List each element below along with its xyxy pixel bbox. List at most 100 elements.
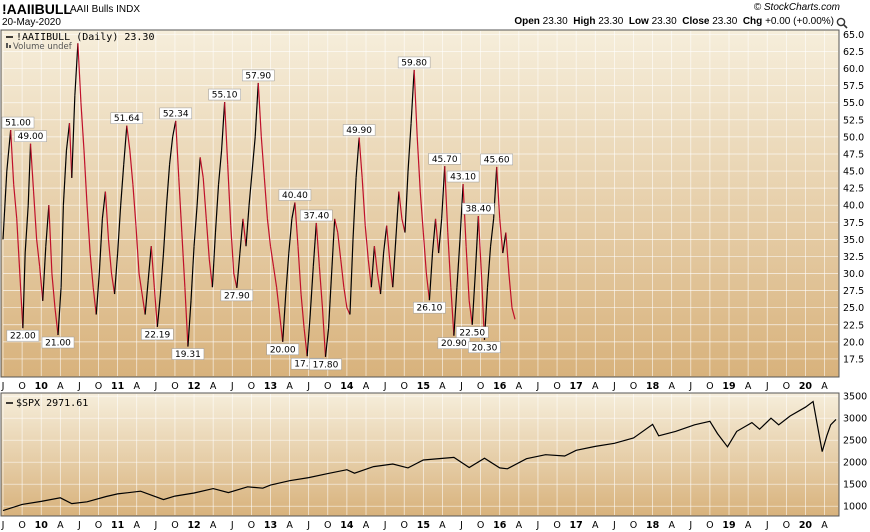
spx-x-tick-label: 11 xyxy=(111,520,124,531)
aaii-line-segment xyxy=(303,328,308,357)
aaii-line-segment xyxy=(16,218,21,274)
spx-x-ticks: J O 10 A J O 11 A J O 12 A J O 13 A J O 14 A J O 15 A J O 16 A J O 17 A… xyxy=(1,520,829,531)
peak-label-box xyxy=(300,209,333,222)
aaii-x-tick-label: A xyxy=(57,381,64,392)
aaii-line-segment xyxy=(474,216,479,274)
aaii-x-tick-label: J xyxy=(77,381,81,392)
peak-label: 52.34 xyxy=(163,109,189,119)
aaii-line-segment xyxy=(285,252,290,295)
aaii-line-segment xyxy=(141,293,146,315)
aaii-y-tick-label: 47.5 xyxy=(843,149,864,160)
peak-label-box xyxy=(413,301,446,314)
aaii-line-segment xyxy=(165,164,171,206)
peak-label: 49.00 xyxy=(18,132,44,142)
aaii-line-segment xyxy=(334,218,339,233)
spx-x-tick-label: A xyxy=(821,520,828,531)
aaii-y-tick-label: 32.5 xyxy=(843,252,864,263)
aaii-line-segment xyxy=(214,184,220,233)
chart-header: !AAIIBULL AAII Bulls INDX 20-May-2020 © … xyxy=(0,0,870,30)
spx-x-tick-label: O xyxy=(400,520,407,531)
spx-x-tick-label: O xyxy=(477,520,484,531)
aaii-grid xyxy=(2,31,838,376)
aaii-line-segment xyxy=(407,123,412,172)
close-label: Close xyxy=(682,16,710,27)
symbol-subtitle: AAII Bulls INDX xyxy=(70,4,141,15)
peak-label-box xyxy=(241,69,275,82)
aaii-line-segment xyxy=(294,202,299,247)
aaii-line-segment xyxy=(181,232,186,288)
aaii-line-segment xyxy=(135,225,140,274)
aaii-line-segment xyxy=(39,266,44,301)
aaii-y-tick-label: 42.5 xyxy=(843,184,864,195)
aaii-x-tick-label: J xyxy=(536,381,540,392)
aaii-line-segment xyxy=(144,280,149,315)
peak-label-box xyxy=(462,202,495,215)
spx-x-tick-label: 20 xyxy=(799,520,813,531)
peak-label-box xyxy=(141,328,174,341)
aaii-line-segment xyxy=(51,273,56,308)
peak-label: 45.60 xyxy=(484,155,510,165)
aaii-line-segment xyxy=(453,287,458,336)
high-label: High xyxy=(573,16,596,27)
aaii-x-tick-label: 10 xyxy=(35,381,49,392)
peak-label: 20.30 xyxy=(472,343,498,353)
peak-label-box xyxy=(397,56,431,69)
aaii-line-segment xyxy=(19,273,24,329)
aaii-line-segment xyxy=(431,218,437,254)
spx-x-tick-label: A xyxy=(439,520,446,531)
aaii-y-tick-label: 57.5 xyxy=(843,81,864,92)
peak-label-box xyxy=(110,112,144,124)
peak-label-box xyxy=(159,107,192,120)
low-label: Low xyxy=(628,16,649,27)
aaii-y-tick-label: 27.5 xyxy=(843,286,864,297)
high-value: 23.30 xyxy=(598,16,624,27)
spx-y-tick-label: 3000 xyxy=(843,414,867,425)
peak-label: 26.10 xyxy=(417,304,443,314)
aaii-line-segment xyxy=(68,123,73,178)
aaii-line-segment xyxy=(318,266,324,308)
aaii-line-segment xyxy=(438,218,443,254)
aaii-line-segment xyxy=(113,252,119,295)
aaii-y-tick-label: 37.5 xyxy=(843,218,864,229)
aaii-line-segment xyxy=(230,225,235,274)
aaii-line-segment xyxy=(254,82,259,137)
aaii-line-segment xyxy=(196,157,201,206)
aaii-line-segment xyxy=(450,287,455,336)
aaii-x-tick-label: O xyxy=(630,381,637,392)
magnifier-icon[interactable] xyxy=(836,17,848,29)
spx-x-tick-label: J xyxy=(765,520,769,531)
aaii-y-tick-label: 65.0 xyxy=(843,30,864,41)
peak-label: 45.70 xyxy=(432,155,458,165)
spx-x-tick-label: 18 xyxy=(646,520,660,531)
peak-label: 59.80 xyxy=(401,58,427,68)
spx-x-tick-label: O xyxy=(248,520,255,531)
spx-x-tick-label: O xyxy=(706,520,713,531)
aaii-line-segment xyxy=(413,69,418,137)
aaii-line-segment xyxy=(337,232,342,260)
aaii-line-segment xyxy=(279,314,284,342)
aaii-line-segment xyxy=(370,246,376,288)
aaii-line-segment xyxy=(300,293,305,329)
spx-y-tick-label: 2000 xyxy=(843,458,867,469)
spx-y-tick-label: 2500 xyxy=(843,436,867,447)
peak-label-box xyxy=(41,336,75,349)
aaii-x-tick-label: A xyxy=(210,381,217,392)
aaii-line-segment xyxy=(245,205,250,247)
peak-label-box xyxy=(455,326,489,339)
aaii-line-segment xyxy=(217,150,223,185)
aaii-x-tick-label: O xyxy=(324,381,331,392)
spx-x-tick-label: 12 xyxy=(187,520,200,531)
aaii-x-tick-label: 12 xyxy=(187,381,200,392)
aaii-line-segment xyxy=(367,259,372,288)
aaii-line-segment xyxy=(187,300,192,347)
aaii-y-tick-label: 45.0 xyxy=(843,167,864,178)
spx-x-tick-label: J xyxy=(459,520,463,531)
aaii-line-segment xyxy=(117,205,122,254)
peak-label: 51.64 xyxy=(114,114,140,124)
aaii-line-segment xyxy=(456,239,461,288)
peak-label: 40.40 xyxy=(282,191,308,201)
aaii-x-tick-label: J xyxy=(765,381,769,392)
peak-label: 57.90 xyxy=(245,71,271,81)
aaii-line-segment xyxy=(477,216,483,274)
aaii-y-tick-label: 62.5 xyxy=(843,47,864,58)
